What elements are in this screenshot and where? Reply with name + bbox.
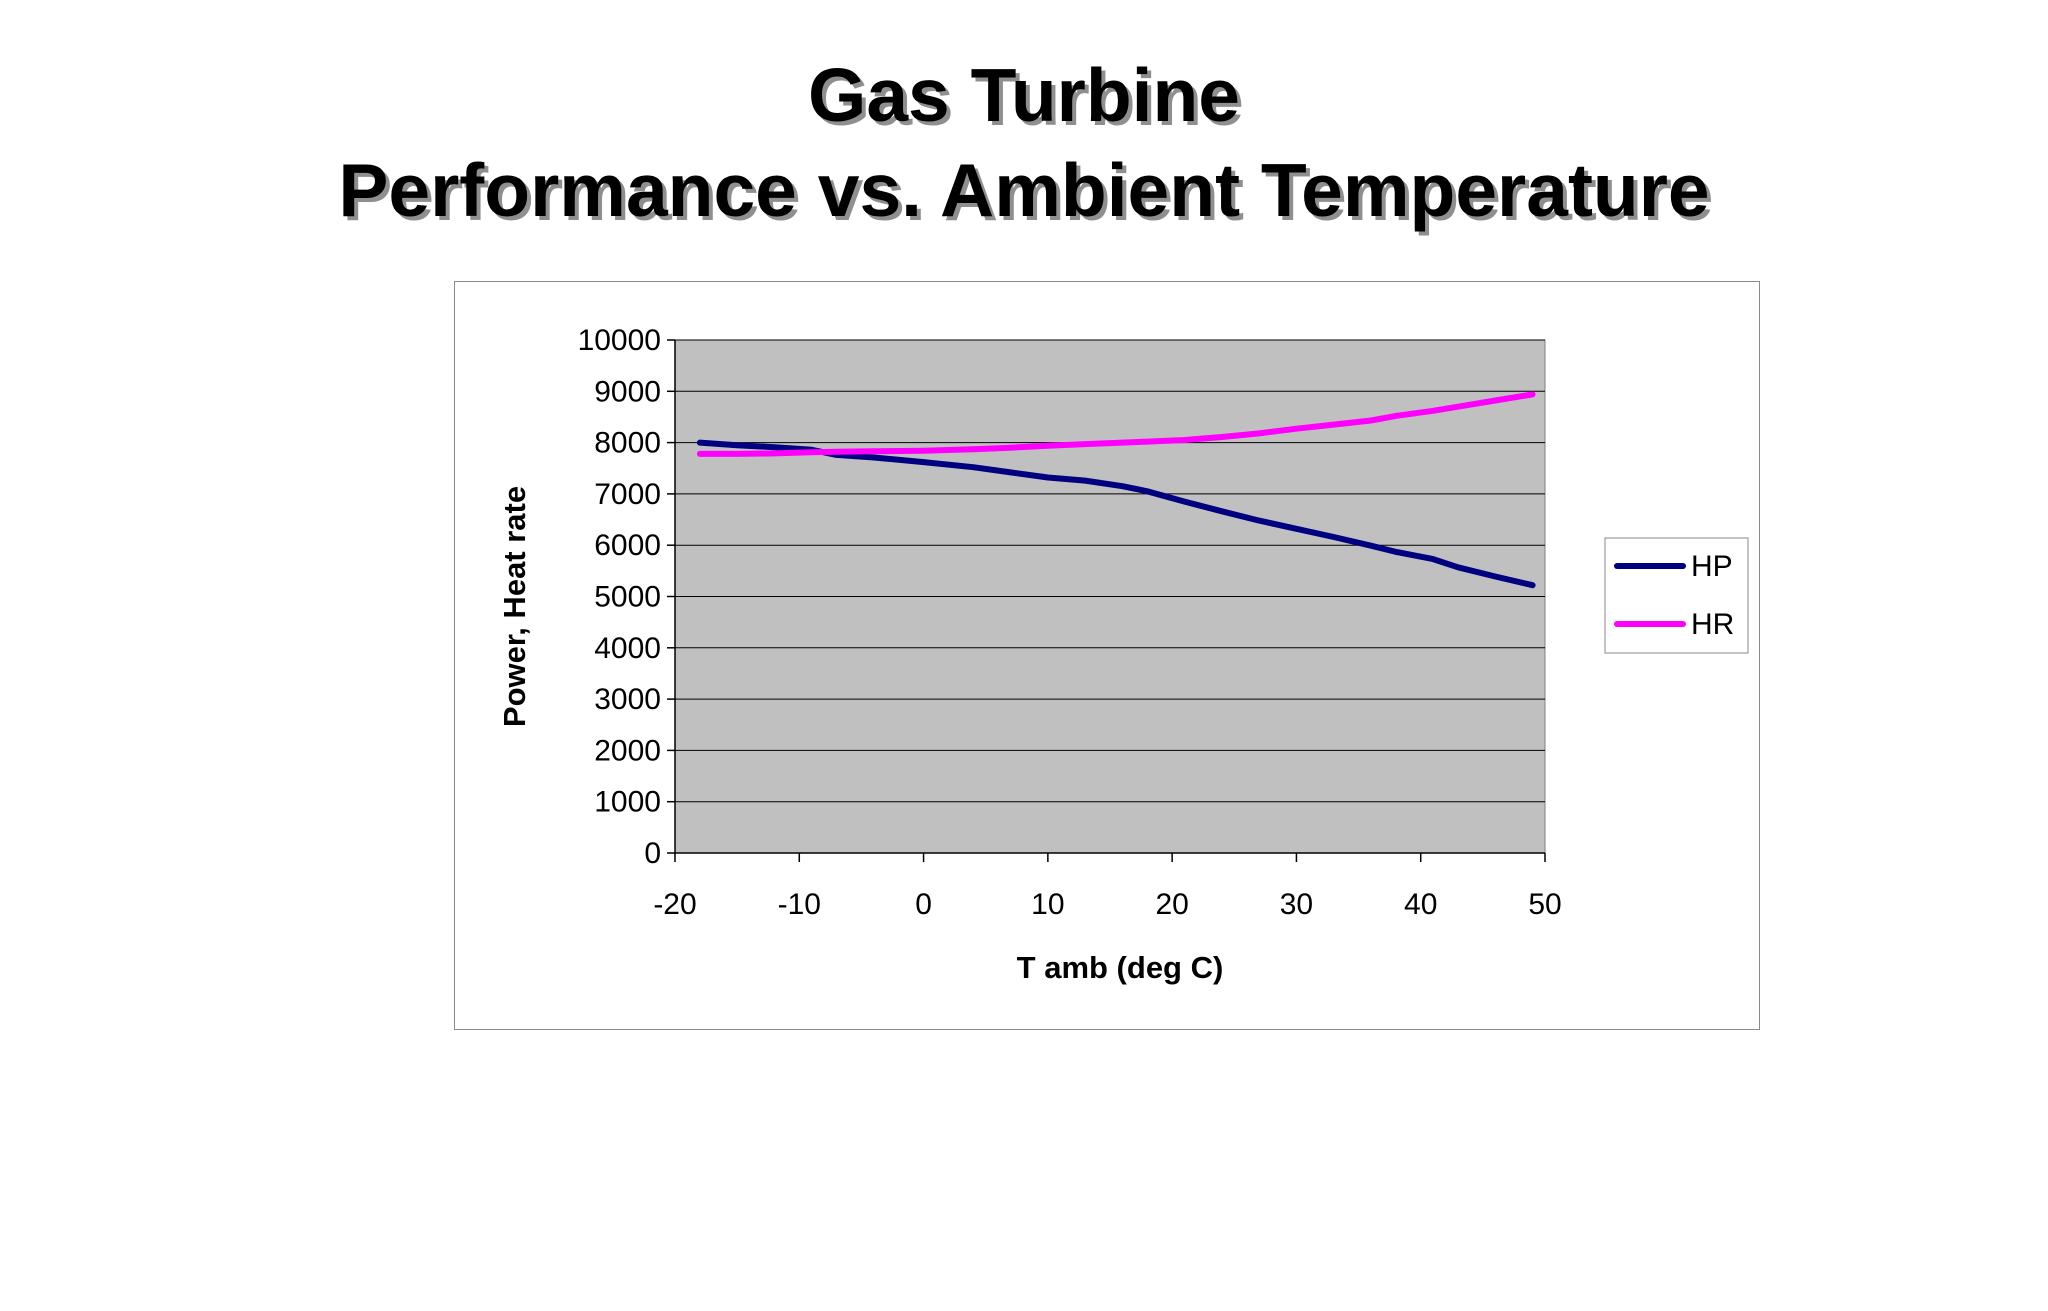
x-tick-label: 40 xyxy=(1404,888,1437,921)
x-tick-label: -20 xyxy=(653,888,696,921)
x-tick-label: 30 xyxy=(1280,888,1313,921)
legend-label-hp: HP xyxy=(1691,550,1733,583)
x-tick-label: 50 xyxy=(1528,888,1561,921)
y-tick-label: 10000 xyxy=(578,324,661,357)
y-tick-label: 6000 xyxy=(594,529,661,562)
y-tick-label: 7000 xyxy=(594,478,661,511)
legend-box xyxy=(1604,537,1749,654)
y-tick-label: 4000 xyxy=(594,632,661,665)
y-tick-label: 3000 xyxy=(594,683,661,716)
y-tick-label: 8000 xyxy=(594,427,661,460)
chart-area: 0 1000 2000 3000 4000 5000 6000 7000 8000 9000 100… xyxy=(454,281,1760,1030)
x-tick-label: -10 xyxy=(778,888,821,921)
y-tick-label: 5000 xyxy=(594,581,661,614)
x-tick-label: 20 xyxy=(1155,888,1188,921)
chart-legend: HP HR xyxy=(1604,537,1749,654)
line-chart: 0100020003000400050006000700080009000100… xyxy=(497,324,1749,985)
series-line-hr xyxy=(696,391,1536,457)
x-tick-label: 0 xyxy=(915,888,932,921)
y-tick-label: 9000 xyxy=(594,375,661,408)
legend-label-hr: HR xyxy=(1691,608,1734,641)
slide-title-line-1: Gas Turbine xyxy=(807,53,1241,137)
x-tick-label: 10 xyxy=(1031,888,1064,921)
y-tick-label: 2000 xyxy=(594,734,661,767)
slide-title-line-2: Performance vs. Ambient Temperature xyxy=(338,148,1710,232)
y-tick-label: 1000 xyxy=(594,786,661,819)
y-axis-title: Power, Heat rate xyxy=(497,486,532,727)
y-tick-label: 0 xyxy=(644,837,661,870)
x-axis-title: T amb (deg C) xyxy=(1017,950,1224,985)
